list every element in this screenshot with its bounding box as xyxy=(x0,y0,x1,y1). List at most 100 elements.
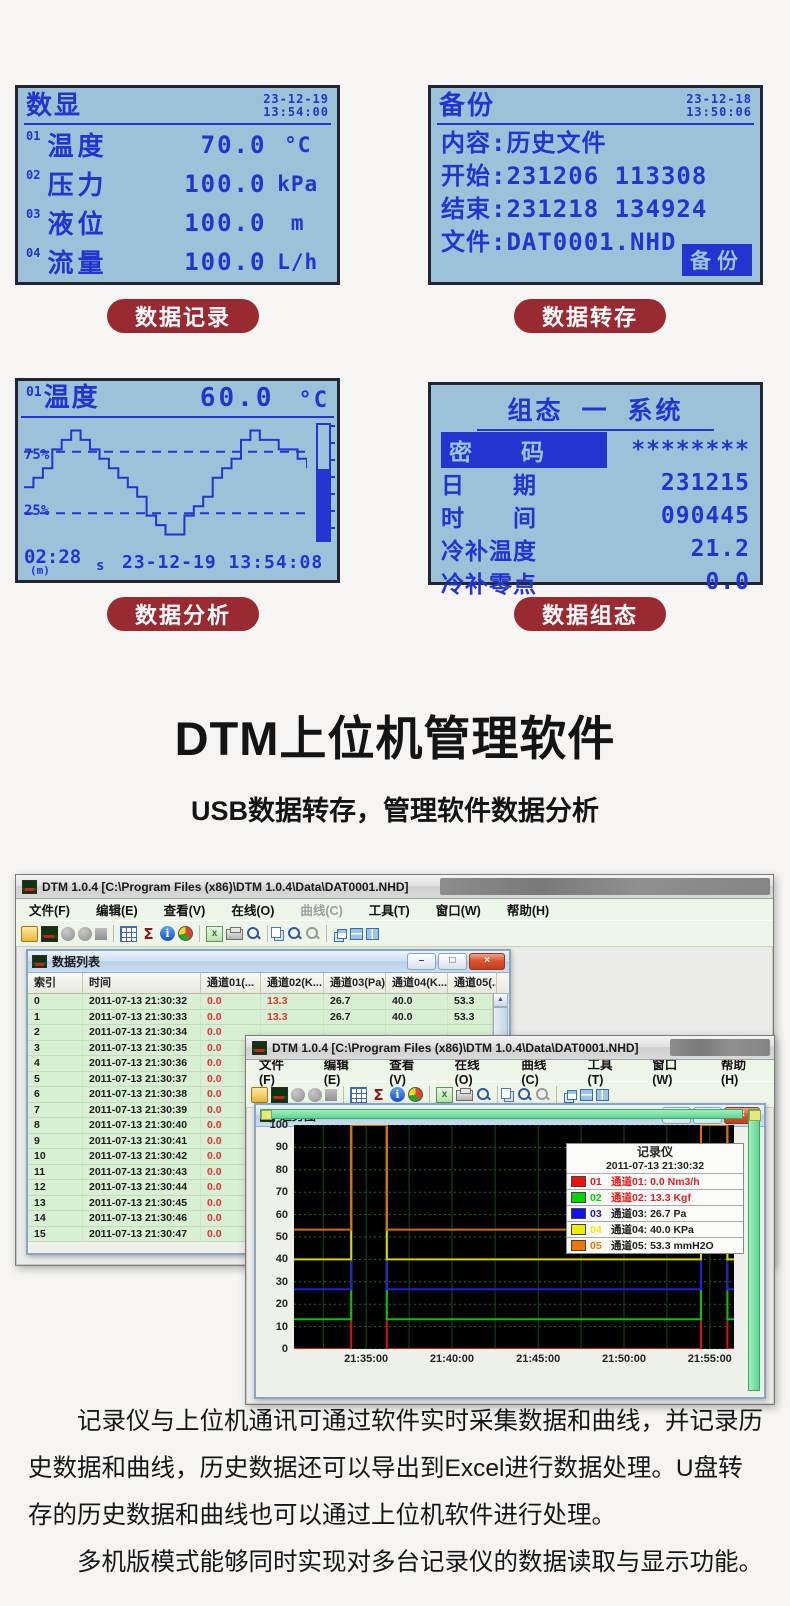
cell: 2011-07-13 21:30:43 xyxy=(83,1164,201,1179)
datalist-titlebar[interactable]: 数据列表 – □ × xyxy=(28,951,509,973)
tile-vertical-icon[interactable] xyxy=(366,927,379,940)
cell: 40.0 xyxy=(386,1009,448,1024)
tile-horizontal-icon[interactable] xyxy=(350,927,363,940)
column-header-6[interactable]: 通道04(K... xyxy=(386,973,448,993)
column-header-1[interactable]: 索引 xyxy=(28,973,83,993)
info-icon[interactable]: i xyxy=(390,1087,405,1102)
zoom-out-icon[interactable] xyxy=(535,1087,550,1102)
menu-item-1[interactable]: 文件(F) xyxy=(29,904,70,918)
menu-item-8[interactable]: 帮助(H) xyxy=(720,1058,746,1087)
data-table-icon[interactable] xyxy=(350,1086,367,1103)
table-row[interactable]: 0 2011-07-13 21:30:32 0.0 13.3 26.7 40.0 53.3 xyxy=(28,994,509,1010)
cell: 1 xyxy=(28,1009,83,1024)
censored-region xyxy=(670,1039,770,1056)
menu-item-7[interactable]: 窗口(W) xyxy=(652,1058,678,1087)
h-slider-thumb[interactable] xyxy=(261,1110,272,1120)
trend-logo-icon[interactable] xyxy=(271,1086,288,1103)
pause-icon[interactable] xyxy=(308,1087,322,1102)
sum-icon[interactable]: Σ xyxy=(373,1085,384,1104)
menu-item-3[interactable]: 查看(V) xyxy=(389,1058,415,1087)
copy-icon[interactable] xyxy=(271,926,281,938)
trend-h-slider[interactable] xyxy=(260,1109,743,1120)
menu-item-5[interactable]: 曲线(C) xyxy=(521,1058,547,1087)
print-preview-icon[interactable] xyxy=(476,1087,491,1102)
lcd-backup-badge[interactable]: 备份 xyxy=(682,244,752,276)
open-folder-icon[interactable] xyxy=(251,1086,268,1103)
column-header-3[interactable]: 通道01(... xyxy=(201,973,261,993)
menu-item-6[interactable]: 工具(T) xyxy=(587,1058,613,1087)
tile-vertical-icon[interactable] xyxy=(596,1088,609,1101)
cell: 5 xyxy=(28,1071,83,1086)
export-excel-icon[interactable]: x xyxy=(436,1086,453,1103)
lcd-channel-row: 02 压力 100.0 kPa xyxy=(18,164,337,203)
stop-icon[interactable] xyxy=(95,927,107,940)
trend-logo-icon[interactable] xyxy=(41,925,58,942)
cell: 53.3 xyxy=(448,994,497,1009)
pause-icon[interactable] xyxy=(78,926,92,941)
column-header-7[interactable]: 通道05(... xyxy=(448,973,497,993)
y-tick-label: 50 xyxy=(275,1231,288,1243)
column-header-2[interactable]: 时间 xyxy=(83,973,201,993)
sum-icon[interactable]: Σ xyxy=(143,924,154,943)
print-icon[interactable] xyxy=(456,1088,473,1101)
minimize-button[interactable]: – xyxy=(407,953,436,970)
menu-item-2[interactable]: 编辑(E) xyxy=(95,904,138,918)
export-excel-icon[interactable]: x xyxy=(206,925,223,942)
cascade-windows-icon[interactable] xyxy=(337,928,347,939)
print-icon[interactable] xyxy=(226,927,243,940)
menu-item-6[interactable]: 工具(T) xyxy=(368,904,410,918)
record-icon[interactable] xyxy=(61,926,75,941)
menu-item-3[interactable]: 查看(V) xyxy=(163,904,206,918)
zoom-in-icon[interactable] xyxy=(517,1087,532,1102)
info-icon[interactable]: i xyxy=(160,926,175,941)
cell: 15 xyxy=(28,1226,83,1241)
trend-v-slider[interactable] xyxy=(748,1109,761,1391)
table-row[interactable]: 1 2011-07-13 21:30:33 0.0 13.3 26.7 40.0 53.3 xyxy=(28,1009,509,1025)
menu-item-1[interactable]: 文件(F) xyxy=(259,1058,285,1087)
toolbar-separator xyxy=(429,1086,430,1103)
y-tick-label: 20 xyxy=(275,1298,288,1311)
lcd-trend-bar-ticks xyxy=(331,425,335,540)
cell: 2011-07-13 21:30:47 xyxy=(83,1226,201,1241)
window1-titlebar[interactable]: DTM 1.0.4 [C:\Program Files (x86)\DTM 1.… xyxy=(16,875,773,899)
restore-button[interactable]: □ xyxy=(438,953,467,970)
pie-chart-icon[interactable] xyxy=(408,1087,423,1102)
caption-data-record: 数据记录 xyxy=(107,299,259,333)
lcd-trend-plot: 75% 25% xyxy=(24,421,308,544)
record-icon[interactable] xyxy=(291,1087,305,1102)
open-folder-icon[interactable] xyxy=(21,925,38,942)
v-slider-thumb[interactable] xyxy=(749,1110,761,1121)
lcd-backup-line: 开始:231206 113308 xyxy=(441,162,708,190)
window2-titlebar[interactable]: DTM 1.0.4 [C:\Program Files (x86)\DTM 1.… xyxy=(246,1036,774,1060)
column-header-4[interactable]: 通道02(K... xyxy=(261,973,324,993)
window2-title: DTM 1.0.4 [C:\Program Files (x86)\DTM 1.… xyxy=(272,1040,639,1055)
zoom-out-icon[interactable] xyxy=(305,926,320,941)
cell: 7 xyxy=(28,1102,83,1117)
menu-item-4[interactable]: 在线(O) xyxy=(231,904,275,918)
data-table-icon[interactable] xyxy=(120,925,137,942)
column-header-5[interactable]: 通道03(Pa) xyxy=(324,973,386,993)
config-value: ******** xyxy=(631,436,750,463)
legend-channel-number: 04 xyxy=(590,1223,602,1236)
lcd-config-row: 密 码 ******** xyxy=(431,431,760,468)
cascade-windows-icon[interactable] xyxy=(567,1089,577,1100)
menu-item-7[interactable]: 窗口(W) xyxy=(435,904,481,918)
menu-item-4[interactable]: 在线(O) xyxy=(454,1058,480,1087)
legend-entry: 02 通道02: 13.3 Kgf xyxy=(567,1189,743,1205)
print-preview-icon[interactable] xyxy=(246,926,261,941)
y-tick-label: 80 xyxy=(275,1163,288,1176)
pie-chart-icon[interactable] xyxy=(178,926,193,941)
copy-icon[interactable] xyxy=(501,1087,511,1099)
scroll-up-icon[interactable]: ▲ xyxy=(493,993,508,1007)
lcd-backup-line: 内容:历史文件 xyxy=(441,129,607,157)
cell: 2011-07-13 21:30:35 xyxy=(83,1040,201,1055)
menu-item-2[interactable]: 编辑(E) xyxy=(323,1058,349,1087)
tile-horizontal-icon[interactable] xyxy=(580,1088,593,1101)
menu-item-8[interactable]: 帮助(H) xyxy=(506,904,550,918)
stop-icon[interactable] xyxy=(325,1088,337,1101)
y-tick-label: 90 xyxy=(275,1141,288,1154)
menu-item-5[interactable]: 曲线(C) xyxy=(300,904,343,918)
zoom-in-icon[interactable] xyxy=(287,926,302,941)
close-button[interactable]: × xyxy=(469,953,505,970)
channel-number: 01 xyxy=(26,129,41,143)
